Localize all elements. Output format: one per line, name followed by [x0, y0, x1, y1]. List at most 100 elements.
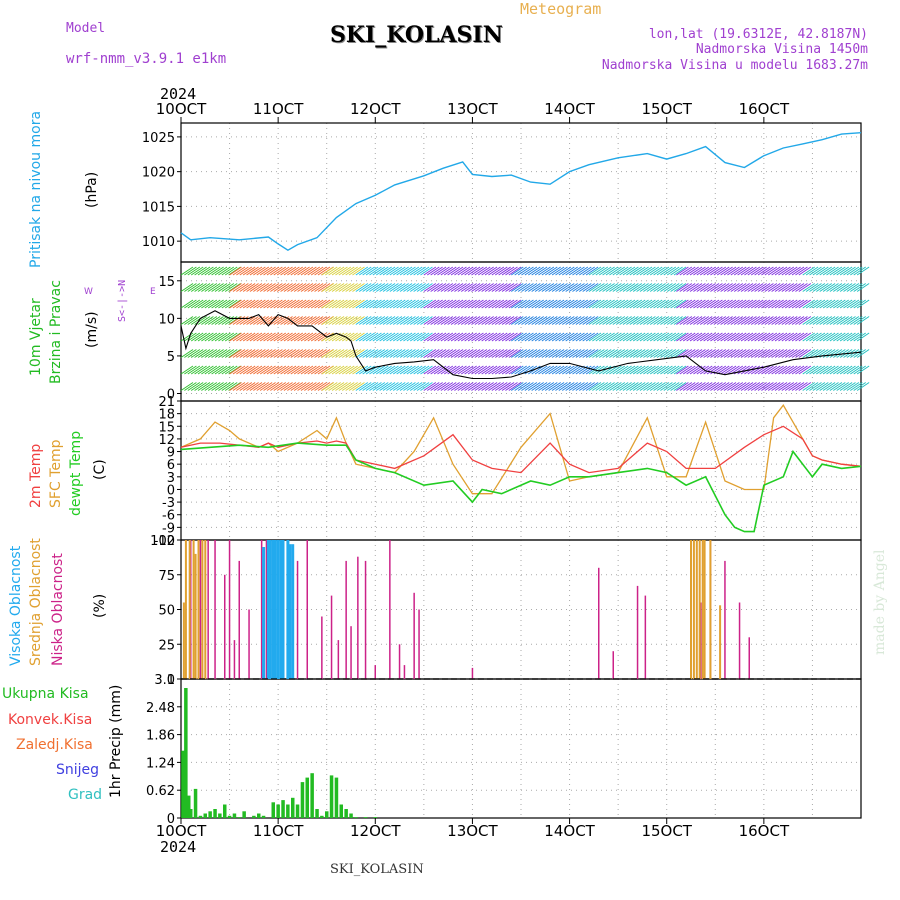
cloud-bar: [306, 540, 308, 679]
wind-barb: [386, 283, 399, 292]
wind-barb: [362, 382, 375, 391]
top-xtick-label: 12OCT: [350, 100, 401, 118]
wind-barb: [730, 266, 744, 276]
wind-barb: [829, 332, 843, 342]
wind-barb: [666, 365, 680, 375]
wind-barb: [558, 349, 572, 358]
wind-barb: [511, 382, 524, 391]
wind-barb: [190, 382, 204, 391]
wind-barb: [413, 266, 426, 276]
wind-barb: [723, 365, 737, 375]
wind-barb: [809, 349, 822, 358]
wind-barb: [246, 349, 259, 358]
wind-barb: [781, 365, 795, 375]
wind-barb: [454, 316, 467, 325]
wind-barb: [335, 332, 348, 342]
wind-barb: [481, 382, 494, 391]
wind-barb: [565, 316, 578, 325]
wind-barb: [317, 332, 331, 342]
wind-barb: [484, 365, 498, 375]
wind-barb: [612, 283, 626, 292]
wind-barb: [474, 365, 488, 375]
wind-barb: [460, 299, 474, 309]
wind-barb: [744, 283, 757, 292]
wind-barb: [646, 316, 660, 325]
wind-barb: [781, 382, 795, 391]
wind-barb: [754, 299, 767, 309]
bottom-xtick-label: 14OCT: [544, 822, 595, 840]
wind-barb: [585, 365, 599, 375]
wind-barb: [460, 365, 474, 375]
wind-barb: [836, 316, 849, 325]
wind-barb: [447, 349, 460, 358]
wind-barb: [190, 332, 204, 342]
wind-barb: [612, 299, 626, 309]
wind-barb: [595, 382, 609, 391]
wind-barb: [481, 299, 494, 309]
wind-barb: [764, 349, 778, 358]
wind-barb: [256, 332, 270, 342]
wind-barb: [660, 382, 673, 391]
wind-barb: [256, 365, 270, 375]
wind-barb: [236, 382, 249, 391]
wind-barb: [653, 349, 666, 358]
wind-barb: [314, 365, 327, 375]
wind-barb: [283, 299, 297, 309]
wind-barb: [706, 332, 720, 342]
wind-barb: [511, 283, 524, 292]
wind-barb: [457, 332, 471, 342]
wind-barb: [221, 316, 235, 325]
wind-barb: [733, 382, 747, 391]
wind-barb: [437, 283, 450, 292]
wind-barb: [335, 299, 348, 309]
wind-barb: [416, 349, 430, 358]
wind-barb: [304, 266, 317, 276]
wind-barb: [184, 266, 197, 276]
wind-barb: [643, 332, 656, 342]
wind-barb: [548, 332, 561, 342]
wind-barb: [259, 332, 273, 342]
wind-barb: [321, 349, 335, 358]
wind-barb: [850, 266, 863, 276]
wind-barb: [194, 283, 207, 292]
wind-barb: [524, 349, 538, 358]
wind-barb: [266, 349, 280, 358]
wind-barb: [307, 283, 321, 292]
wind-barb: [646, 382, 660, 391]
wind-barb: [572, 382, 585, 391]
wind-barb: [253, 365, 266, 375]
wind-barb: [579, 332, 592, 342]
wind-barb: [484, 316, 498, 325]
precip-ytick-label: 1.24: [146, 756, 175, 771]
cloud-ytick-label: 75: [158, 569, 175, 584]
cloud-bar: [398, 644, 401, 680]
cloud-bar: [248, 609, 250, 679]
wind-barb: [341, 266, 355, 276]
precip-bar: [198, 815, 203, 818]
wind-barb: [214, 332, 228, 342]
wind-barb: [767, 382, 781, 391]
wind-barb: [194, 266, 207, 276]
wind-barb: [180, 382, 194, 391]
wind-barb: [310, 365, 324, 375]
wind-barb: [761, 299, 774, 309]
wind-barb: [524, 332, 538, 342]
wind-barb: [218, 349, 231, 358]
wind-barb: [328, 283, 341, 292]
wind-barb: [588, 382, 602, 391]
wind-barb: [699, 382, 713, 391]
wind-barb: [534, 299, 548, 309]
wind-barb: [791, 266, 805, 276]
wind-barb: [211, 299, 224, 309]
wind-compass-e: E: [150, 287, 156, 297]
cloud-bar: [644, 595, 647, 679]
cloud-bar: [413, 592, 415, 679]
wind-barb: [423, 316, 437, 325]
wind-barb: [273, 382, 287, 391]
wind-barb: [396, 349, 409, 358]
wind-barb: [555, 299, 568, 309]
wind-barb: [737, 283, 750, 292]
wind-barb: [816, 382, 829, 391]
wind-barb: [239, 349, 253, 358]
wind-barb: [703, 316, 716, 325]
